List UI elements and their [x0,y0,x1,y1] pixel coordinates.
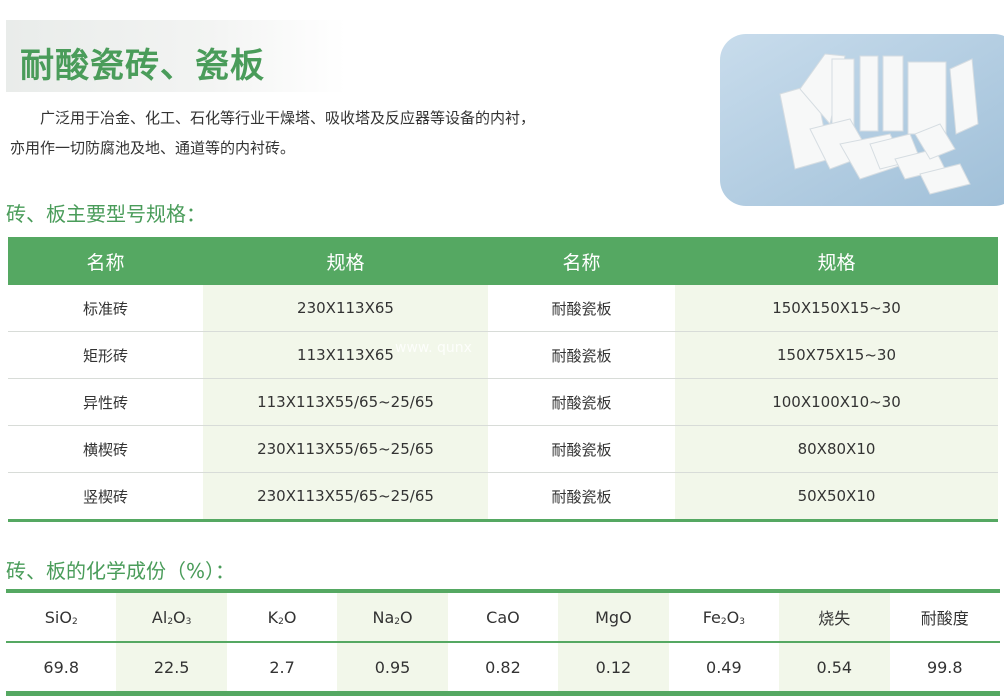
intro-line-1: 广泛用于冶金、化工、石化等行业干燥塔、吸收塔及反应器等设备的内衬， [40,109,536,127]
cell: 耐酸瓷板 [488,331,675,379]
chem-values-row: 69.8 22.5 2.7 0.95 0.82 0.12 0.49 0.54 9… [6,642,1000,694]
cell: 矩形砖 [8,331,203,379]
value: 22.5 [116,642,227,694]
cell: 230X113X65 [203,285,488,332]
header-na2o: Na2O [337,591,448,643]
header-spec: 规格 [675,237,998,285]
header-name: 名称 [488,237,675,285]
cell: 50X50X10 [675,472,998,522]
table-row: 横楔砖 230X113X55/65~25/65 耐酸瓷板 80X80X10 [8,425,998,473]
value: 99.8 [926,657,963,677]
cell: 150X75X15~30 [675,331,998,379]
chem-heading: 砖、板的化学成份（%）： [6,559,236,583]
cell: 异性砖 [8,378,203,426]
value: 2.7 [269,657,295,677]
cell: 113X113X55/65~25/65 [203,378,488,426]
spec-header-row: 名称 规格 名称 规格 [8,237,998,285]
value: 0.54 [779,642,890,694]
table-row: 竖楔砖 230X113X55/65~25/65 耐酸瓷板 50X50X10 [8,472,998,522]
cell: 竖楔砖 [8,472,203,522]
watermark: www. qunx [395,340,472,356]
header-acid-resistance: 耐酸度 [889,591,1000,643]
title-band [6,20,346,92]
value: 0.49 [706,657,742,677]
intro-line-2: 亦用作一切防腐池及地、通道等的内衬砖。 [10,139,296,157]
cell: 耐酸瓷板 [488,378,675,426]
product-photo [720,34,1004,206]
value: 69.8 [43,657,80,677]
cell: 横楔砖 [8,425,203,473]
header-loss: 烧失 [779,591,890,643]
cell: 耐酸瓷板 [488,285,675,332]
spec-heading: 砖、板主要型号规格： [6,202,206,226]
header-mgo: MgO [558,591,669,643]
table-row: 矩形砖 113X113X65 耐酸瓷板 150X75X15~30 [8,331,998,379]
spec-table: 名称 规格 名称 规格 标准砖 230X113X65 耐酸瓷板 150X150X15~… [8,237,998,522]
cell: 耐酸瓷板 [488,472,675,522]
chem-table: SiO2 Al2O3 K2O Na2O CaO MgO Fe2O3 烧失 耐酸度… [6,589,1000,696]
value: 0.95 [337,642,448,694]
header-k2o: K2O [226,591,338,643]
cell: 耐酸瓷板 [488,425,675,473]
chem-header-row: SiO2 Al2O3 K2O Na2O CaO MgO Fe2O3 烧失 耐酸度 [6,591,1000,643]
value: 0.12 [558,642,669,694]
header-al2o3: Al2O3 [116,591,227,643]
cell: 230X113X55/65~25/65 [203,425,488,473]
header-spec: 规格 [203,237,488,285]
cell: 80X80X10 [675,425,998,473]
cell: 113X113X65 [203,331,488,379]
header-sio2: SiO2 [6,591,117,643]
cell: 100X100X10~30 [675,378,998,426]
page-title: 耐酸瓷砖、瓷板 [20,46,265,86]
table-row: 标准砖 230X113X65 耐酸瓷板 150X150X15~30 [8,285,998,332]
cell: 标准砖 [8,285,203,332]
value: 0.82 [485,657,521,677]
header-cao: CaO [447,591,559,643]
cell: 230X113X55/65~25/65 [203,472,488,522]
table-row: 异性砖 113X113X55/65~25/65 耐酸瓷板 100X100X10~30 [8,378,998,426]
cell: 150X150X15~30 [675,285,998,332]
header-name: 名称 [8,237,203,285]
header-fe2o3: Fe2O3 [668,591,780,643]
